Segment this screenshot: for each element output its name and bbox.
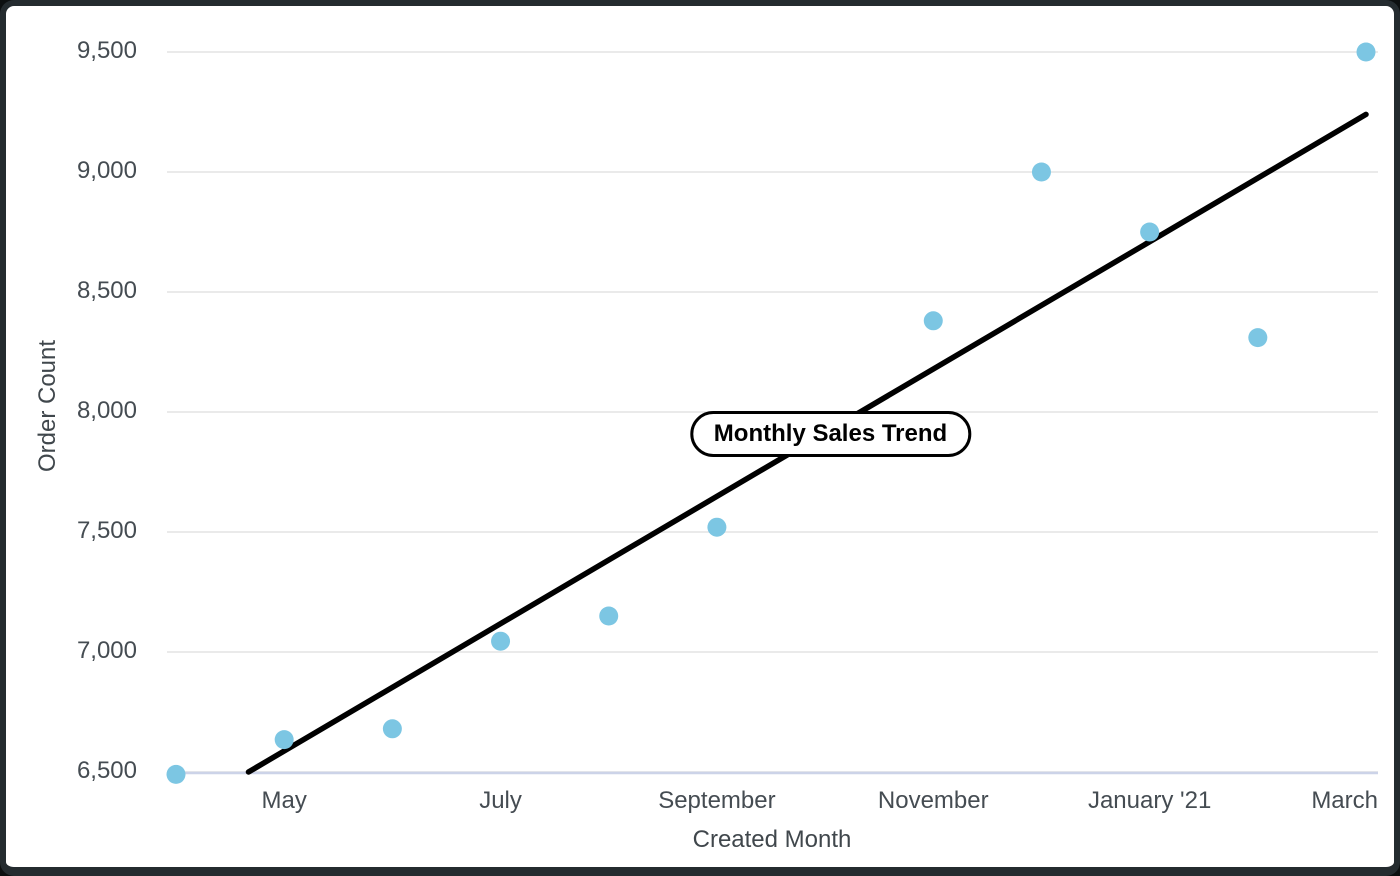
x-tick-label: March <box>1311 787 1378 814</box>
data-point[interactable] <box>1031 162 1051 182</box>
data-point[interactable] <box>166 764 186 784</box>
x-tick-label: May <box>261 787 307 814</box>
data-point[interactable] <box>491 631 511 651</box>
y-tick-label: 9,500 <box>76 37 137 64</box>
y-tick-label: 7,000 <box>76 637 137 664</box>
y-tick-label: 8,000 <box>76 397 137 424</box>
x-axis-title: Created Month <box>692 826 852 853</box>
data-point[interactable] <box>1248 328 1268 348</box>
y-tick-label: 8,500 <box>76 277 137 304</box>
data-point[interactable] <box>274 730 294 750</box>
trend-annotation-label[interactable]: Monthly Sales Trend <box>689 410 972 457</box>
data-point[interactable] <box>1356 42 1376 62</box>
data-point[interactable] <box>599 606 619 626</box>
x-tick-label: November <box>877 787 989 814</box>
data-point[interactable] <box>707 517 727 537</box>
data-point[interactable] <box>1140 222 1160 242</box>
y-axis-title: Order Count <box>34 339 61 473</box>
x-tick-label: July <box>479 787 522 814</box>
y-tick-label: 7,500 <box>76 517 137 544</box>
data-point[interactable] <box>382 719 402 739</box>
scatter-chart: 6,500 7,000 7,500 8,000 8,500 9,000 9,500 May J… <box>6 6 1394 867</box>
data-point[interactable] <box>923 311 943 331</box>
y-tick-label: 9,000 <box>76 157 137 184</box>
y-tick-label: 6,500 <box>76 757 137 784</box>
x-tick-label: January '21 <box>1087 787 1212 814</box>
x-tick-label: September <box>658 787 776 814</box>
